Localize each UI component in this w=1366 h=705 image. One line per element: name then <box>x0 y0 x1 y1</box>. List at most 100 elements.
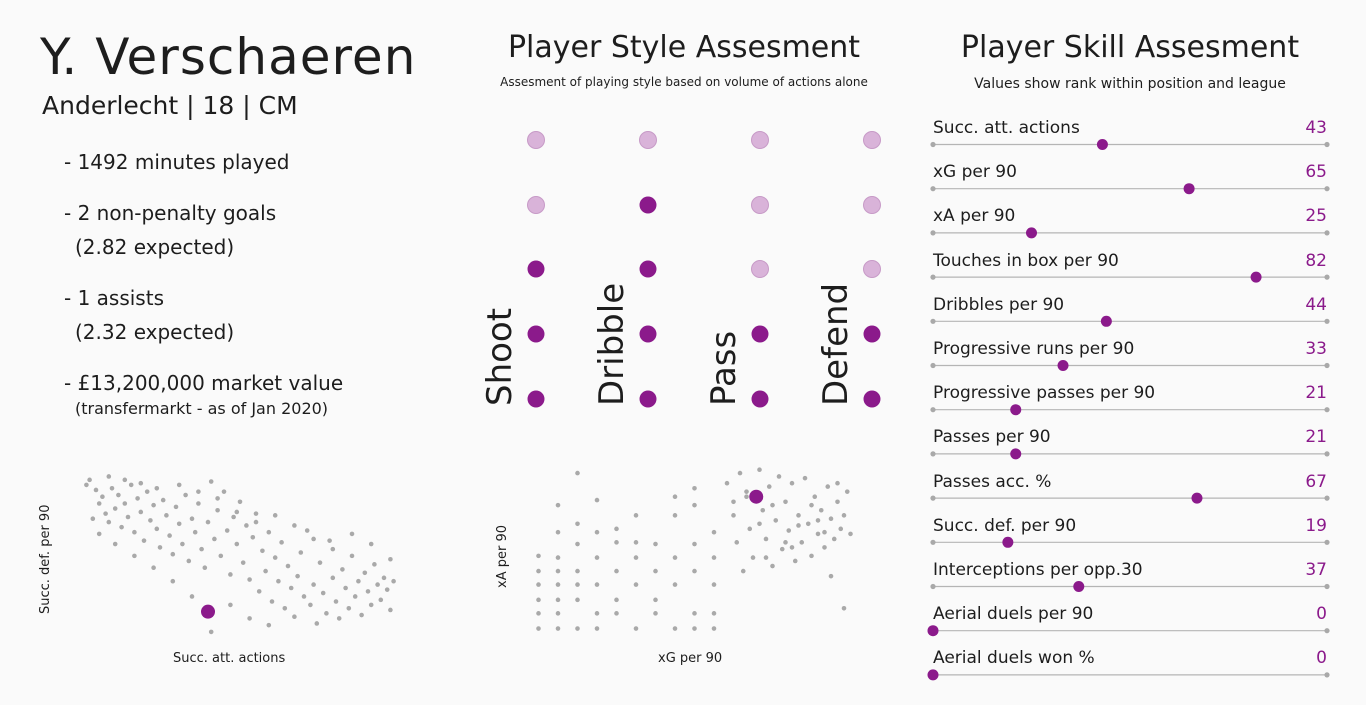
scatter-point <box>263 568 268 574</box>
scatter-point <box>744 489 749 494</box>
scatter-point <box>208 479 214 484</box>
stat-market-value-source: (transfermarkt - as of Jan 2020) <box>75 399 329 418</box>
scatter-point <box>292 614 297 620</box>
scatter-point <box>266 622 272 628</box>
scatter-point <box>822 545 827 550</box>
scatter-point <box>536 626 541 631</box>
scatter-point <box>381 575 387 581</box>
scatter-point <box>218 553 224 559</box>
scatter-point <box>304 528 310 533</box>
scatter-point <box>167 533 172 538</box>
scatter-point <box>724 480 730 486</box>
scatter-point <box>828 573 834 579</box>
scatter-point <box>234 541 240 547</box>
style-subtitle: Assesment of playing style based on volu… <box>500 75 868 89</box>
scatter-point <box>614 611 619 616</box>
scatter-point <box>231 514 236 520</box>
scatter-point <box>375 582 380 587</box>
scatter-point <box>84 482 89 488</box>
scatter-point <box>783 499 788 505</box>
skill-marker <box>1183 183 1195 195</box>
skill-label: Succ. def. per 90 <box>933 515 1077 536</box>
scatter-point <box>362 570 368 576</box>
scatter-point <box>106 474 112 479</box>
scatter-point <box>132 553 137 559</box>
scatter-point <box>157 545 163 550</box>
scatter-point <box>340 567 345 572</box>
scatter-point <box>838 526 844 532</box>
scatter-point <box>711 582 717 587</box>
skill-track-start <box>930 362 936 369</box>
player-subtitle: Anderlecht | 18 | CM <box>42 91 298 120</box>
scatter-point <box>841 605 847 611</box>
scatter-point <box>269 599 275 604</box>
skill-track-start <box>930 672 936 678</box>
scatter-point <box>614 540 619 545</box>
style-dot <box>751 390 769 408</box>
scatter-point <box>215 496 220 501</box>
skill-marker <box>1010 448 1022 460</box>
scatter-point <box>224 528 230 533</box>
scatter-point <box>740 568 746 574</box>
skill-subtitle: Values show rank within position and lea… <box>974 76 1286 92</box>
scatter-point <box>173 504 179 510</box>
scatter-point <box>148 518 153 523</box>
scatter-point <box>633 626 639 631</box>
scatter-point <box>240 560 246 565</box>
style-dot <box>863 196 881 214</box>
scatter-point <box>594 611 600 616</box>
skill-value: 21 <box>1305 427 1327 448</box>
skill-track-end <box>1324 407 1330 413</box>
scatter-point <box>250 534 256 540</box>
scatter-point <box>692 568 697 574</box>
scatter-point <box>96 501 102 506</box>
scatter-point <box>763 555 769 560</box>
player-name: Y. Verschaeren <box>40 28 417 86</box>
scatter-point <box>333 599 339 604</box>
scatter-point <box>93 487 99 493</box>
scatter-point <box>356 578 361 584</box>
scatter-point <box>292 523 297 528</box>
scatter-point <box>614 526 619 532</box>
scatter-point <box>164 513 169 518</box>
scatter-point <box>359 612 364 618</box>
scatter-point <box>330 546 336 552</box>
skill-label: Aerial duels won % <box>933 648 1095 669</box>
scatter-point <box>575 568 580 574</box>
scatter-point <box>692 541 697 547</box>
scatter-point <box>672 494 678 500</box>
scatter-point <box>555 582 561 587</box>
scatter-point <box>822 529 827 535</box>
scatter-point <box>346 605 352 611</box>
scatter-point <box>112 506 118 511</box>
scatter1-ylabel: Succ. def. per 90 <box>38 504 53 614</box>
scatter-point <box>799 540 805 545</box>
skill-track-end <box>1324 583 1330 590</box>
scatter-point <box>122 501 128 506</box>
scatter-point <box>90 516 96 521</box>
skill-label: xG per 90 <box>933 162 1017 183</box>
scatter-point <box>276 578 281 584</box>
skill-marker <box>1100 315 1112 327</box>
scatter-point <box>176 482 182 488</box>
style-label-defend: Defend <box>816 282 856 406</box>
scatter-point <box>388 607 393 613</box>
skill-track-start <box>930 318 936 324</box>
scatter-point <box>256 589 262 594</box>
skill-label: Succ. att. actions <box>933 118 1080 138</box>
scatter-point <box>116 492 121 498</box>
style-dot <box>751 260 769 278</box>
scatter-point <box>260 548 265 554</box>
scatter-point <box>183 492 188 498</box>
scatter-point <box>228 572 233 577</box>
stat-goals: - 2 non-penalty goals <box>64 201 277 225</box>
skill-track-start <box>930 141 936 148</box>
skill-track-end <box>1324 274 1330 280</box>
scatter-point <box>594 497 600 503</box>
style-dot <box>527 390 545 408</box>
scatter-point <box>119 524 124 530</box>
skill-marker <box>1073 581 1085 592</box>
skill-marker <box>927 669 939 681</box>
skill-value: 43 <box>1305 118 1327 138</box>
skill-value: 65 <box>1305 162 1327 183</box>
